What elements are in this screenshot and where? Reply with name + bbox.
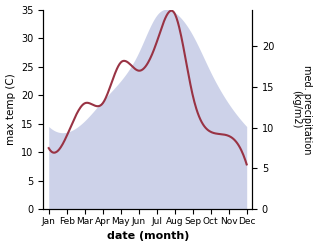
Y-axis label: med. precipitation
(kg/m2): med. precipitation (kg/m2): [291, 65, 313, 154]
Y-axis label: max temp (C): max temp (C): [5, 74, 16, 145]
X-axis label: date (month): date (month): [107, 231, 189, 242]
